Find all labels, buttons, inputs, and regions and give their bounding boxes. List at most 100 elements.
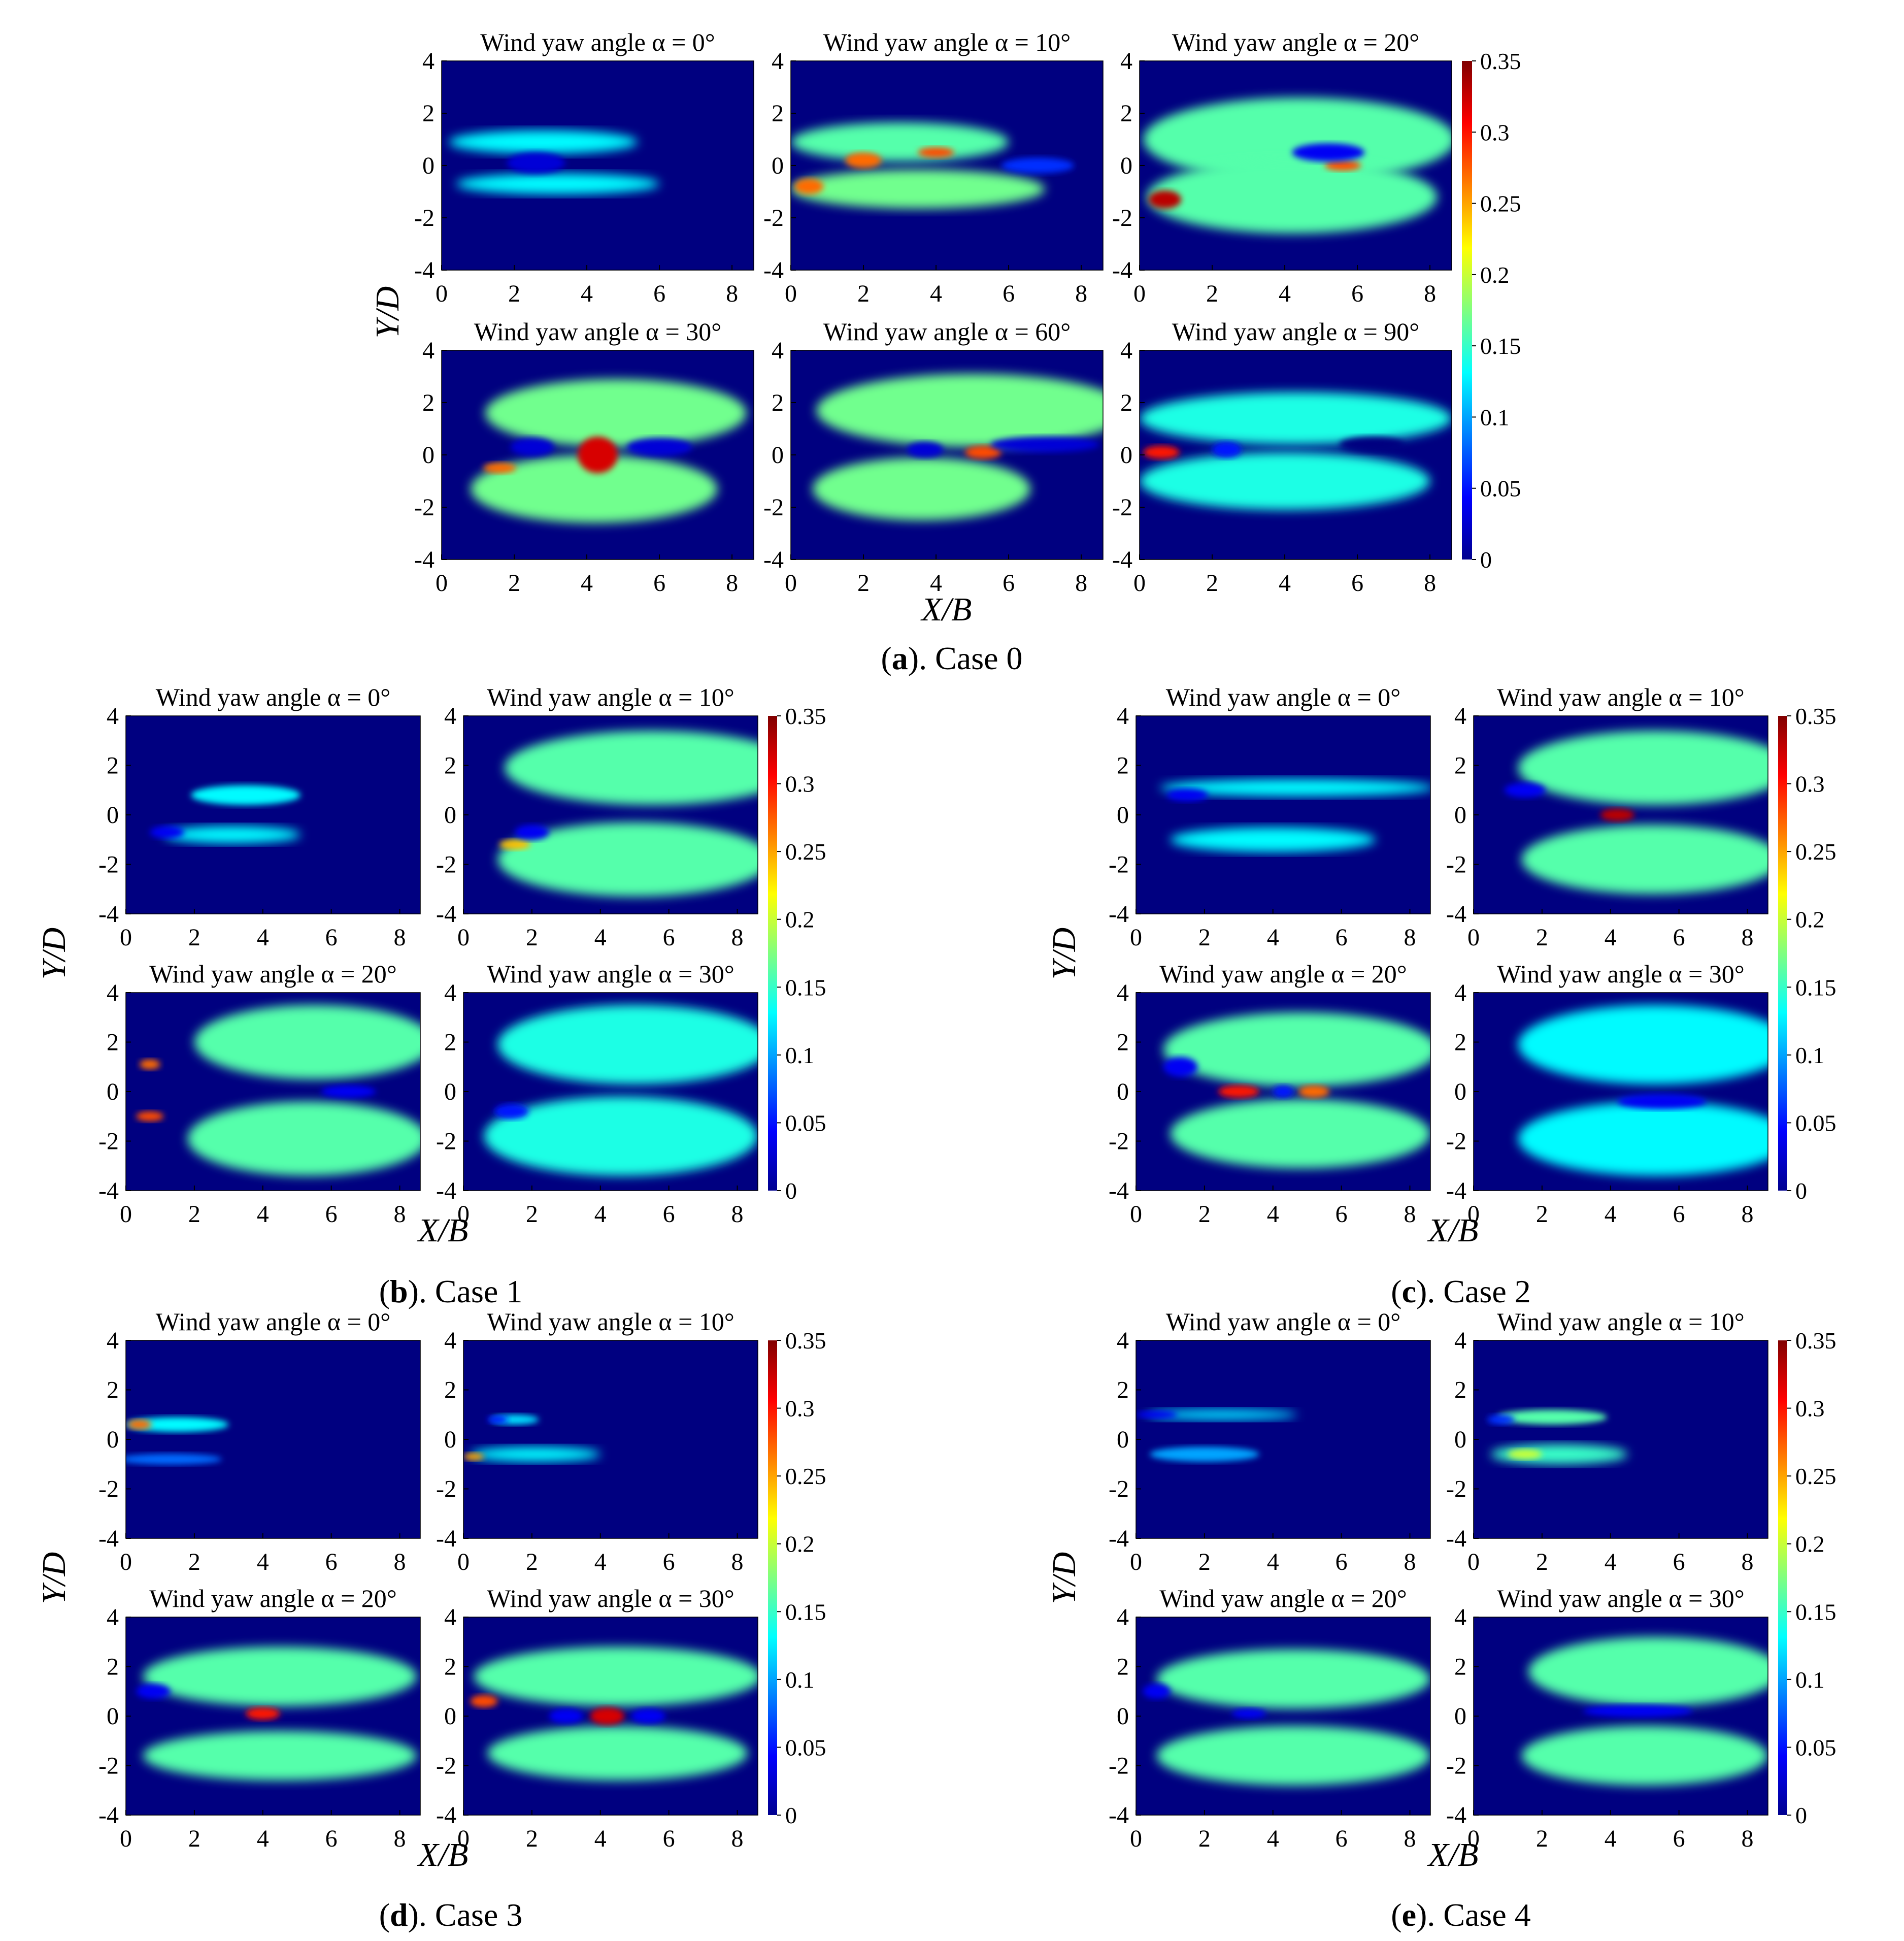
- field-region: [1163, 1012, 1430, 1087]
- y-tick-label: -4: [1109, 901, 1129, 928]
- x-tick-label: 4: [257, 924, 269, 951]
- panel-title: Wind yaw angle α = 0°: [1166, 1307, 1401, 1336]
- y-tick-label: 0: [1454, 1703, 1466, 1730]
- colorbar-tick-label: 0: [1795, 1178, 1807, 1204]
- field-region: [1163, 1057, 1198, 1077]
- field-region: [143, 1731, 417, 1781]
- colorbar-tick-label: 0.1: [785, 1042, 815, 1068]
- x-tick-label: 4: [257, 1825, 269, 1852]
- x-tick-label: 0: [1467, 1825, 1480, 1852]
- panel-background: [1136, 1617, 1430, 1815]
- field-region: [1146, 1409, 1297, 1420]
- field-region: [484, 1096, 758, 1176]
- x-tick-label: 2: [1536, 1201, 1548, 1228]
- field-region: [194, 1005, 420, 1079]
- y-tick-label: 4: [1454, 703, 1466, 730]
- field-layer: [1487, 1409, 1628, 1464]
- heatmap-panel: Wind yaw angle α = 30°420-2-40 2 4 6 8: [414, 317, 754, 597]
- y-tick-label: -2: [1109, 851, 1129, 878]
- y-tick-label: -4: [1109, 1802, 1129, 1829]
- y-tick-label: -4: [436, 901, 456, 928]
- x-tick-label: 0: [785, 280, 797, 307]
- x-tick-label: 6: [663, 1825, 675, 1852]
- x-axis-label: X/B: [920, 591, 972, 628]
- caption-text: ). Case 3: [408, 1897, 523, 1933]
- field-layer: [463, 1414, 600, 1462]
- field-layer: [1160, 779, 1430, 852]
- field-region: [1143, 97, 1452, 181]
- field-layer: [812, 374, 1103, 520]
- x-tick-label: 4: [1605, 1201, 1617, 1228]
- colorbar: 0.35 0.3 0.25 0.2 0.15 0.1 0.05 0: [768, 1328, 826, 1828]
- colorbar-tick-label: 0.25: [1480, 191, 1521, 217]
- field-layer: [1136, 1409, 1297, 1462]
- caption-open-paren: (: [1391, 1273, 1401, 1309]
- y-tick-label: 0: [107, 1703, 119, 1730]
- y-tick-label: 2: [1117, 1654, 1129, 1681]
- x-tick-label: 4: [1279, 280, 1291, 307]
- x-tick-label: 0: [120, 1825, 132, 1852]
- x-tick-label: 6: [1673, 1201, 1685, 1228]
- group-caption: (b). Case 1: [379, 1273, 523, 1309]
- field-region: [191, 785, 300, 805]
- x-tick-label: 6: [663, 924, 675, 951]
- panel-title: Wind yaw angle α = 20°: [149, 960, 397, 988]
- y-tick-label: 2: [444, 1377, 456, 1404]
- x-tick-label: 8: [1075, 570, 1087, 597]
- y-tick-label: 4: [772, 48, 784, 75]
- x-tick-label: 2: [1536, 1549, 1548, 1575]
- x-tick-label: 6: [663, 1201, 675, 1228]
- x-tick-label: 2: [1198, 1825, 1211, 1852]
- x-tick-label: 8: [1742, 1549, 1754, 1575]
- x-tick-label: 2: [188, 1549, 201, 1575]
- heatmap-panel: Wind yaw angle α = 0°420-2-40 2 4 6 8: [98, 1307, 421, 1575]
- field-region: [136, 1111, 164, 1122]
- field-layer: [1143, 97, 1452, 234]
- x-tick-label: 0: [1467, 1549, 1480, 1575]
- field-layer: [484, 1005, 758, 1176]
- panel-title: Wind yaw angle α = 30°: [1497, 960, 1745, 988]
- field-region: [494, 1104, 529, 1119]
- x-tick-label: 8: [394, 1825, 406, 1852]
- x-tick-label: 2: [508, 570, 520, 597]
- x-tick-label: 4: [930, 280, 942, 307]
- y-tick-label: -2: [1446, 1476, 1466, 1503]
- field-region: [578, 436, 618, 474]
- colorbar-tick-label: 0: [785, 1178, 797, 1204]
- field-region: [497, 822, 758, 897]
- x-tick-label: 2: [1206, 570, 1218, 597]
- field-region: [812, 457, 1030, 520]
- x-tick-label: 2: [188, 1825, 201, 1852]
- caption-open-paren: (: [881, 640, 891, 676]
- x-tick-label: 6: [1351, 570, 1363, 597]
- y-tick-label: 0: [1117, 802, 1129, 829]
- caption-text: ). Case 2: [1416, 1273, 1531, 1309]
- field-layer: [449, 130, 660, 194]
- heatmap-panel: Wind yaw angle α = 0°420-2-40 2 4 6 8: [414, 28, 754, 307]
- x-tick-label: 2: [857, 570, 870, 597]
- x-tick-label: 6: [325, 1825, 338, 1852]
- x-tick-label: 2: [1198, 1201, 1211, 1228]
- panel-title: Wind yaw angle α = 0°: [156, 683, 391, 711]
- x-tick-label: 4: [594, 1825, 607, 1852]
- y-tick-label: 2: [444, 1029, 456, 1056]
- x-tick-label: 4: [257, 1549, 269, 1575]
- field-region: [136, 1684, 171, 1699]
- x-tick-label: 0: [1133, 570, 1146, 597]
- y-tick-label: -2: [414, 494, 435, 521]
- y-tick-label: -2: [1446, 1128, 1466, 1155]
- field-region: [1231, 1708, 1266, 1719]
- x-tick-label: 6: [1351, 280, 1363, 307]
- field-region: [126, 1454, 222, 1465]
- colorbar-tick-label: 0.2: [785, 907, 815, 933]
- x-tick-label: 8: [1404, 1549, 1416, 1575]
- y-tick-label: -4: [436, 1802, 456, 1829]
- y-tick-label: -4: [98, 1177, 119, 1204]
- colorbar-tick-label: 0.3: [785, 1396, 815, 1422]
- field-region: [1156, 1726, 1430, 1786]
- y-tick-label: -2: [98, 1128, 119, 1155]
- y-tick-label: 0: [772, 442, 784, 469]
- field-region: [1600, 808, 1634, 821]
- heatmap-panel: Wind yaw angle α = 30°420-2-40 2 4 6 8: [436, 1584, 758, 1852]
- x-tick-label: 8: [1404, 1825, 1416, 1852]
